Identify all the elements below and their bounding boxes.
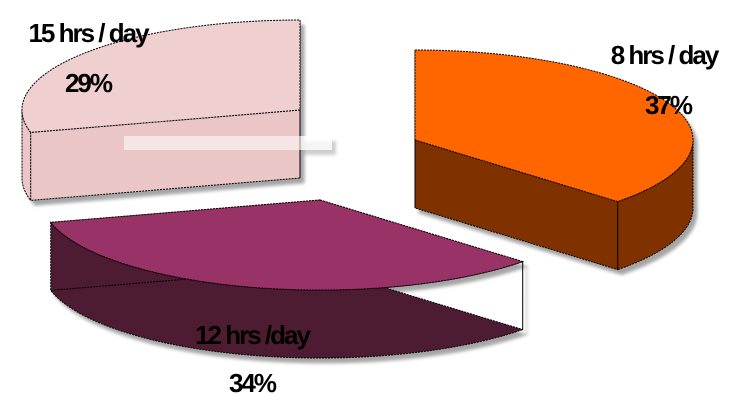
label-8-hrs-day-category: 8 hrs / day — [611, 40, 720, 70]
pie-slice-8-hrs-day — [414, 49, 694, 271]
pie-slice-12-hrs-day — [49, 199, 525, 359]
pie-slice-15-hrs-day — [21, 19, 332, 202]
pie-slice-15-hrs-day-top — [21, 19, 301, 133]
label-12-hrs-day-percent: 34% — [229, 368, 277, 398]
pie-slice-8-hrs-day-top — [414, 49, 694, 203]
label-15-hrs-day-category: 15 hrs / day — [28, 18, 150, 48]
label-12-hrs-day-category: 12 hrs /day — [195, 320, 311, 350]
label-8-hrs-day-percent: 37% — [645, 90, 693, 120]
label-15-hrs-day-percent: 29% — [65, 68, 113, 98]
pie-slice-15-hrs-day-edge — [124, 136, 332, 150]
pie-slice-12-hrs-day-top — [49, 199, 525, 291]
